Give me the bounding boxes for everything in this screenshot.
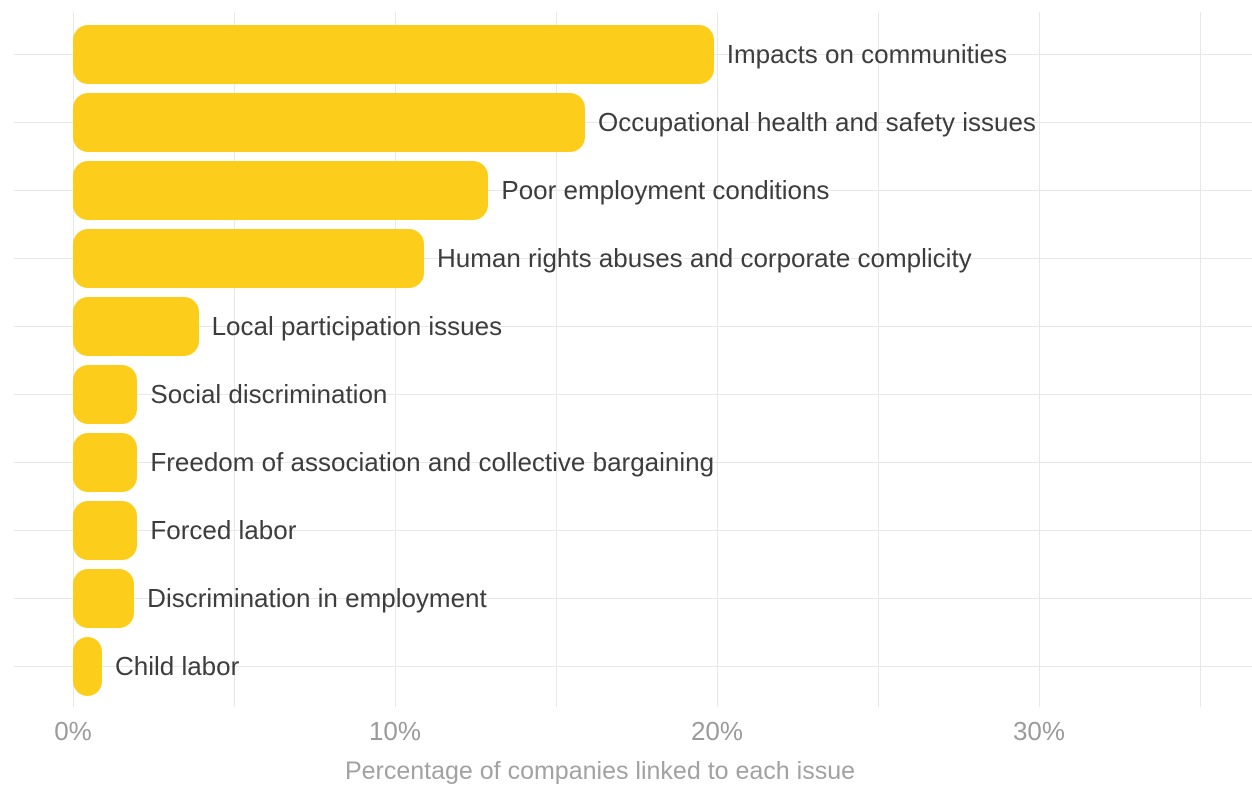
bar-row: Discrimination in employment (73, 564, 487, 632)
gridline-vertical (395, 12, 396, 707)
bar-row: Local participation issues (73, 292, 502, 360)
bar-label: Freedom of association and collective ba… (150, 446, 715, 477)
x-tick-label: 0% (54, 716, 92, 746)
bar (73, 296, 199, 356)
bar-label: Social discrimination (150, 378, 388, 409)
gridline-horizontal (14, 462, 1252, 463)
gridline-vertical (73, 12, 74, 707)
bar-row: Occupational health and safety issues (73, 88, 1036, 156)
gridline-vertical (1200, 12, 1201, 707)
gridline-horizontal (14, 598, 1252, 599)
gridline-vertical (1039, 12, 1040, 707)
bar (73, 228, 424, 288)
bar (73, 92, 585, 152)
bar-row: Child labor (73, 632, 239, 700)
bar-row: Impacts on communities (73, 20, 1007, 88)
x-tick-label: 30% (1012, 716, 1066, 746)
gridline-horizontal (14, 666, 1252, 667)
gridline-horizontal (14, 326, 1252, 327)
bar (73, 24, 714, 84)
gridline-horizontal (14, 190, 1252, 191)
gridline-horizontal (14, 258, 1252, 259)
gridline-vertical (556, 12, 557, 707)
bar-label: Occupational health and safety issues (597, 106, 1036, 137)
bar-row: Poor employment conditions (73, 156, 829, 224)
bar-label: Local participation issues (211, 310, 503, 341)
bar (73, 160, 489, 220)
gridline-horizontal (14, 394, 1252, 395)
bar (73, 364, 138, 424)
bar-label: Discrimination in employment (147, 582, 487, 613)
bar-row: Human rights abuses and corporate compli… (73, 224, 972, 292)
bar (73, 432, 138, 492)
gridline-vertical (234, 12, 235, 707)
bar-label: Human rights abuses and corporate compli… (436, 242, 972, 273)
bar-label: Child labor (114, 650, 240, 681)
bar-row: Social discrimination (73, 360, 387, 428)
gridline-vertical (878, 12, 879, 707)
bar-label: Forced labor (150, 514, 297, 545)
bar-label: Poor employment conditions (501, 174, 830, 205)
bar-row: Forced labor (73, 496, 296, 564)
gridline-horizontal (14, 122, 1252, 123)
x-tick-label: 10% (368, 716, 422, 746)
gridline-horizontal (14, 530, 1252, 531)
bar (73, 636, 102, 696)
bar (73, 568, 135, 628)
x-axis-title: Percentage of companies linked to each i… (344, 757, 856, 785)
bar-row: Freedom of association and collective ba… (73, 428, 714, 496)
bar (73, 500, 138, 560)
gridline-vertical (717, 12, 718, 707)
x-tick-label: 20% (690, 716, 744, 746)
bar-label: Impacts on communities (726, 38, 1008, 69)
